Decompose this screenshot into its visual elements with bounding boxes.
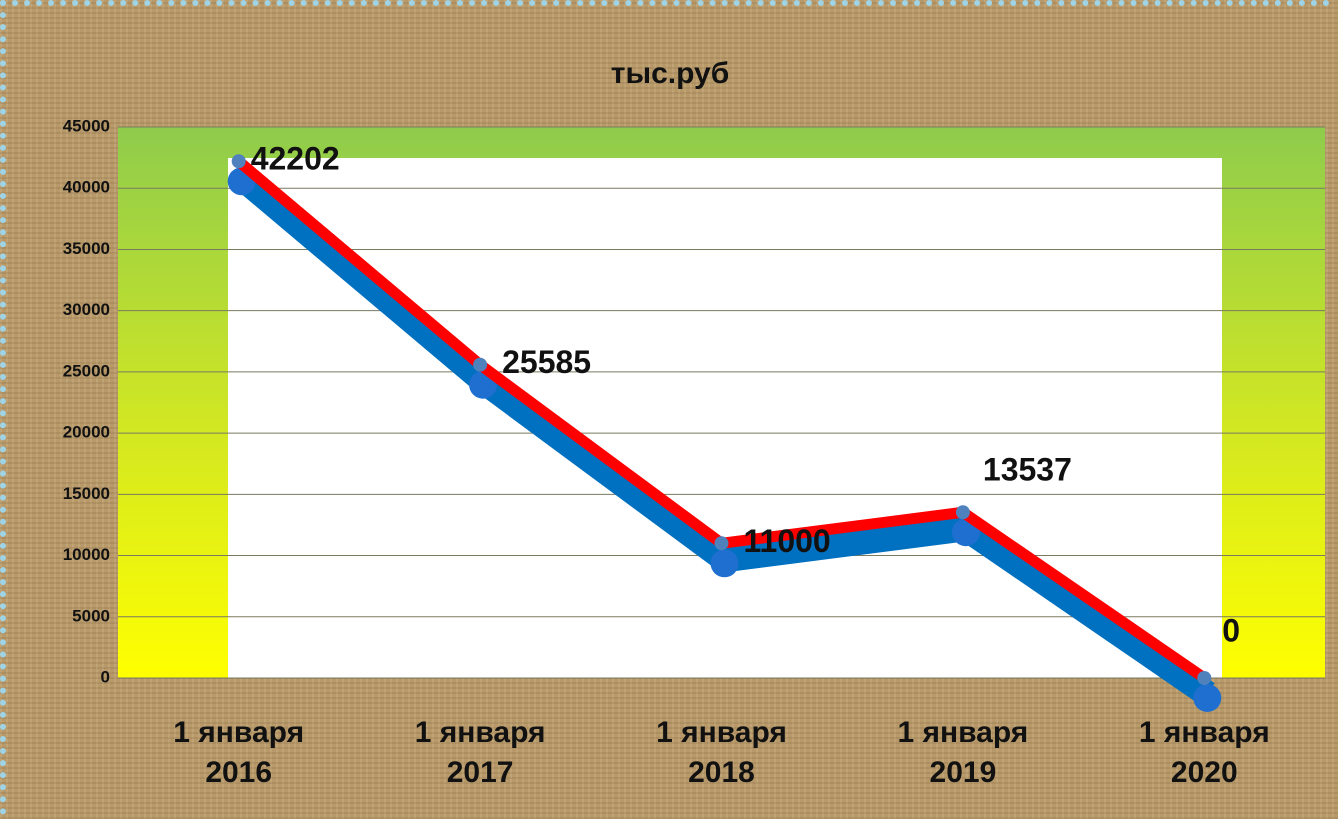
marker xyxy=(955,505,970,520)
y-tick-label: 0 xyxy=(101,667,110,686)
y-tick-label: 15000 xyxy=(63,484,110,503)
y-tick-label: 5000 xyxy=(72,606,110,625)
shadow-marker xyxy=(710,549,739,578)
x-tick-label: 1 января 2016 xyxy=(173,716,305,789)
marker xyxy=(231,154,246,169)
data-label: 0 xyxy=(1222,612,1240,648)
data-label: 11000 xyxy=(744,523,831,559)
y-tick-label: 35000 xyxy=(63,239,110,258)
y-tick-label: 20000 xyxy=(63,423,110,442)
marker xyxy=(714,536,729,551)
data-label: 42202 xyxy=(251,141,340,177)
y-tick-label: 40000 xyxy=(63,178,110,197)
y-tick-label: 45000 xyxy=(63,116,110,135)
y-tick-label: 25000 xyxy=(63,361,110,380)
y-tick-label: 10000 xyxy=(63,545,110,564)
x-tick-label: 1 января 2020 xyxy=(1138,716,1270,789)
shadow-marker xyxy=(1193,684,1222,712)
data-label: 25585 xyxy=(502,344,591,380)
data-label: 13537 xyxy=(983,452,1072,488)
x-tick-label: 1 января 2018 xyxy=(656,716,787,789)
y-tick-label: 30000 xyxy=(63,300,110,319)
x-tick-label: 1 января 2017 xyxy=(414,716,546,789)
marker xyxy=(1197,671,1212,685)
x-tick-label: 1 января 2019 xyxy=(897,716,1029,789)
chart-title: тыс.руб xyxy=(611,57,729,90)
marker xyxy=(473,357,488,372)
